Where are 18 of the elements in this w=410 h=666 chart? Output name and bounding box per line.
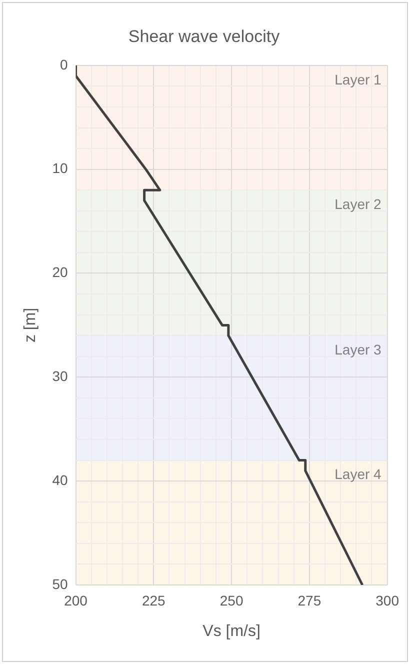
chart-title: Shear wave velocity: [128, 26, 280, 46]
x-tick-label: 300: [376, 592, 400, 608]
band-label: Layer 4: [334, 466, 382, 482]
x-tick-label: 250: [220, 592, 244, 608]
x-tick-label: 200: [64, 592, 88, 608]
y-tick-label: 0: [60, 56, 68, 72]
y-tick-label: 50: [52, 576, 68, 592]
y-tick-label: 20: [52, 264, 68, 280]
y-tick-label: 10: [52, 160, 68, 176]
x-axis-title: Vs [m/s]: [202, 622, 260, 640]
x-tick-label: 275: [298, 592, 322, 608]
x-tick-label: 225: [142, 592, 166, 608]
y-tick-label: 30: [52, 368, 68, 384]
y-axis-title: z [m]: [22, 308, 40, 343]
band-label: Layer 2: [334, 196, 382, 212]
band-label: Layer 3: [334, 341, 382, 358]
band-label: Layer 1: [334, 71, 382, 88]
y-tick-label: 40: [52, 472, 68, 488]
